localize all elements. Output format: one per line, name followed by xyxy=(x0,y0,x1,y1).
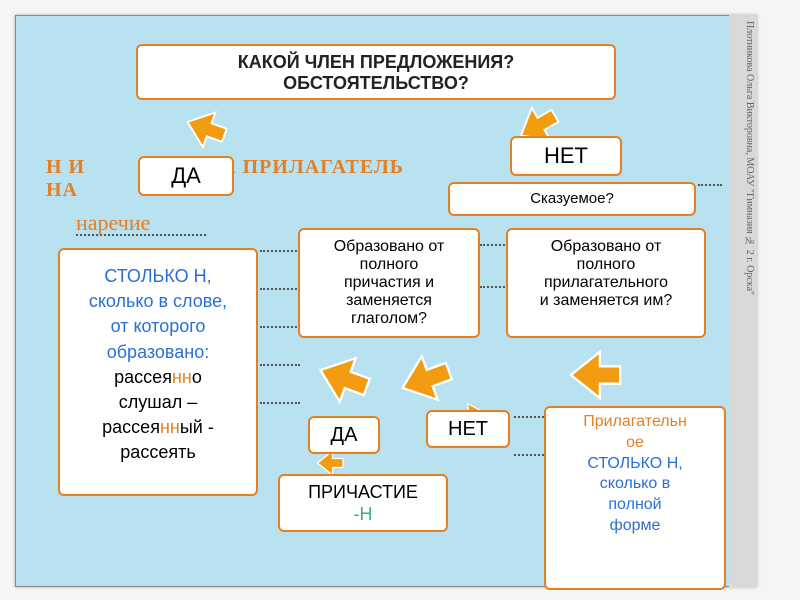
question-1: Образовано от полного причастия и заменя… xyxy=(298,228,480,338)
dotted-line xyxy=(260,364,300,366)
dotted-line xyxy=(480,286,508,288)
dotted-line xyxy=(260,288,300,290)
skaz-box: Сказуемое? xyxy=(448,182,696,216)
arrow-icon xyxy=(308,342,382,416)
dotted-line xyxy=(260,326,300,328)
dotted-line xyxy=(514,454,544,456)
dotted-line xyxy=(260,402,300,404)
title-box: КАКОЙ ЧЛЕН ПРЕДЛОЖЕНИЯ? ОБСТОЯТЕЛЬСТВО? xyxy=(136,44,616,100)
arrow-icon xyxy=(178,100,237,159)
dotted-line xyxy=(698,184,722,186)
title-l1: КАКОЙ ЧЛЕН ПРЕДЛОЖЕНИЯ? xyxy=(148,52,604,73)
author-text: Плотникова Ольга Викторовна, МОАУ "Гимна… xyxy=(744,21,755,295)
narechie-label: наречие xyxy=(76,210,150,236)
narechie-box: СТОЛЬКО Н, сколько в слове, от которого … xyxy=(58,248,258,496)
net-box-2: НЕТ xyxy=(426,410,510,448)
prichastie-box: ПРИЧАСТИЕ -Н xyxy=(278,474,448,532)
side-bar: Плотникова Ольга Викторовна, МОАУ "Гимна… xyxy=(729,15,757,587)
arrow-icon xyxy=(568,346,626,404)
dotted-line xyxy=(480,244,508,246)
dotted-line xyxy=(260,250,300,252)
slide-area: Плотникова Ольга Викторовна, МОАУ "Гимна… xyxy=(15,15,757,587)
net-box-1: НЕТ xyxy=(510,136,622,176)
question-2: Образовано от полного прилагательного и … xyxy=(506,228,706,338)
da-box-2: ДА xyxy=(308,416,380,454)
da-box-1: ДА xyxy=(138,156,234,196)
dotted-line xyxy=(514,416,544,418)
title-l2: ОБСТОЯТЕЛЬСТВО? xyxy=(148,73,604,94)
prilagat-box: Прилагательн ое СТОЛЬКО Н, сколько в пол… xyxy=(544,406,726,590)
